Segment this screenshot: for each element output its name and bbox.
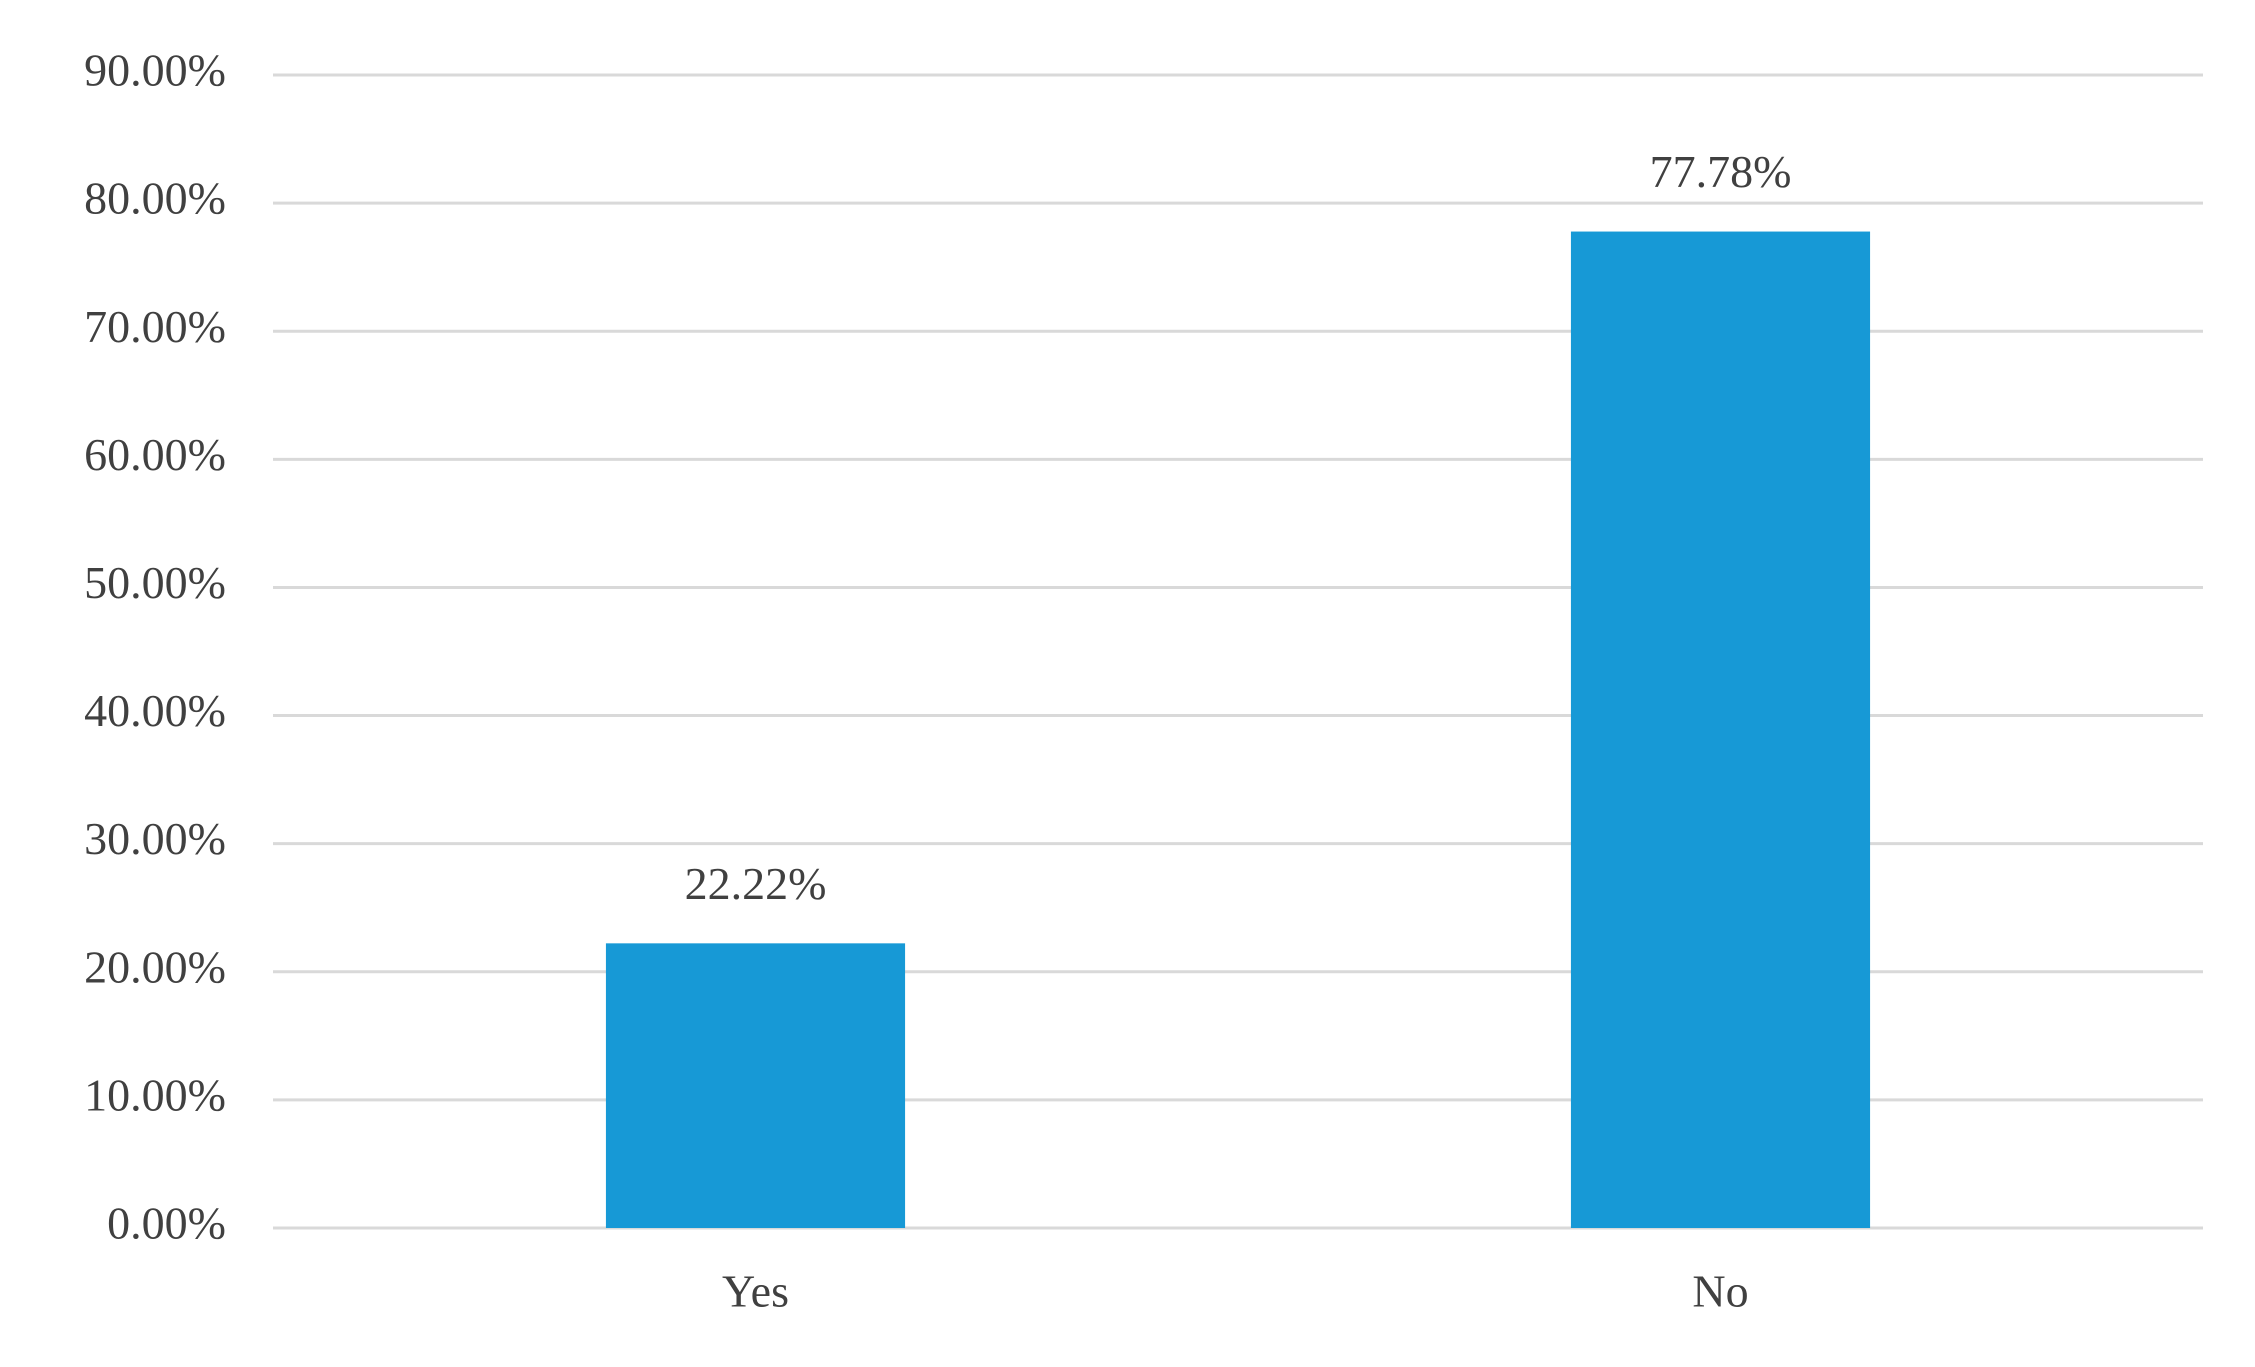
y-tick-label: 40.00% <box>84 685 226 736</box>
bar <box>1570 231 1871 1229</box>
value-label: 22.22% <box>685 858 827 909</box>
bar <box>605 943 906 1228</box>
x-tick-label: Yes <box>722 1266 789 1317</box>
y-tick-label: 80.00% <box>84 173 226 224</box>
y-tick-label: 20.00% <box>84 941 226 992</box>
y-tick-label: 70.00% <box>84 301 226 352</box>
y-tick-label: 90.00% <box>84 45 226 96</box>
y-tick-label: 50.00% <box>84 557 226 608</box>
y-tick-label: 30.00% <box>84 813 226 864</box>
y-tick-label: 10.00% <box>84 1069 226 1120</box>
value-label: 77.78% <box>1650 146 1792 197</box>
y-tick-label: 0.00% <box>107 1198 226 1249</box>
x-tick-label: No <box>1692 1266 1748 1317</box>
y-tick-label: 60.00% <box>84 429 226 480</box>
